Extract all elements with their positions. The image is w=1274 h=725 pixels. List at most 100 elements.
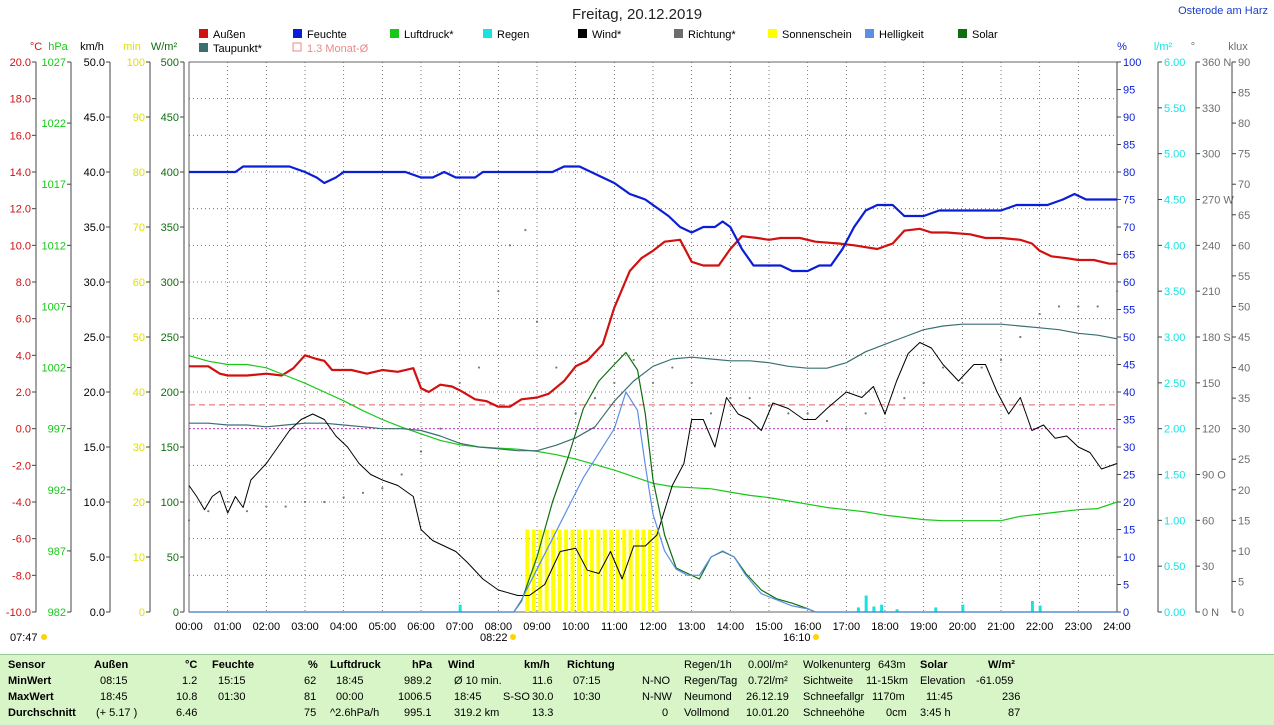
stats-luftdruck-avg: 995.1 xyxy=(404,707,432,719)
humidity-axis-unit: % xyxy=(1117,41,1127,53)
direction-dot xyxy=(613,381,616,384)
rain-bar xyxy=(1038,605,1042,612)
stats-sicht-label: Sichtweite xyxy=(803,675,854,687)
solar-tick-label: 250 xyxy=(161,332,179,344)
legend-swatch xyxy=(958,29,967,38)
sun-tick-label: 80 xyxy=(133,167,145,179)
sun-axis-unit: min xyxy=(123,41,141,53)
x-tick-label: 11:00 xyxy=(601,621,628,633)
solar-tick-label: 150 xyxy=(161,442,179,454)
x-tick-label: 09:00 xyxy=(523,621,551,633)
wind-tick-label: 35.0 xyxy=(84,222,105,234)
humidity-tick-label: 0 xyxy=(1123,607,1129,619)
direction-dot xyxy=(1057,305,1061,308)
direction-dot xyxy=(961,381,964,384)
stats-feuchte-min: 62 xyxy=(304,675,317,687)
dir-tick-label: 180 S xyxy=(1202,332,1231,344)
legend-label: Luftdruck* xyxy=(404,29,454,41)
sun-tick-label: 20 xyxy=(133,497,145,509)
stats-feuchte-max: 81 xyxy=(304,691,317,703)
stats-aussen-avg: 6.46 xyxy=(176,707,198,719)
temp-tick-label: 18.0 xyxy=(10,94,31,106)
sunshine-bar xyxy=(551,529,556,612)
lux-tick-label: 80 xyxy=(1238,118,1250,130)
sun-tick-label: 30 xyxy=(133,442,145,454)
x-tick-label: 02:00 xyxy=(253,621,281,633)
stats-regen-1h-label: Regen/1h xyxy=(684,659,732,671)
temp-tick-label: 6.0 xyxy=(16,314,31,326)
legend-label: Helligkeit xyxy=(879,29,924,41)
stats-solar-duration: 3:45 h xyxy=(920,707,951,719)
wind-tick-label: 20.0 xyxy=(84,387,105,399)
lux-tick-label: 25 xyxy=(1238,454,1250,466)
dir-tick-label: 90 O xyxy=(1202,470,1226,482)
sunshine-bar xyxy=(570,529,575,612)
lux-tick-label: 75 xyxy=(1238,149,1250,161)
rain-tick-label: 2.50 xyxy=(1164,378,1185,390)
x-tick-label: 06:00 xyxy=(407,621,435,633)
temp-axis-unit: °C xyxy=(30,41,42,53)
stats-schneefall-label: Schneefallgr xyxy=(803,691,865,703)
x-tick-label: 10:00 xyxy=(562,621,590,633)
sunrise-marker xyxy=(510,634,516,640)
rain-bar xyxy=(961,604,965,612)
humidity-tick-label: 95 xyxy=(1123,85,1135,97)
legend-swatch xyxy=(390,29,399,38)
temp-tick-label: 10.0 xyxy=(10,240,31,252)
series-außen-line xyxy=(189,227,1117,408)
temp-tick-label: 8.0 xyxy=(16,277,31,289)
wind-tick-label: 5.0 xyxy=(90,552,105,564)
stats-richtung-val3: 0 xyxy=(662,707,669,719)
rain-bar xyxy=(880,604,884,612)
direction-dot xyxy=(497,290,500,293)
station-name[interactable]: Osterode am Harz xyxy=(1178,5,1268,17)
dir-tick-label: 150 xyxy=(1202,378,1220,390)
rain-tick-label: 5.50 xyxy=(1164,103,1185,115)
humidity-tick-label: 40 xyxy=(1123,387,1135,399)
rain-tick-label: 4.00 xyxy=(1164,240,1185,252)
lux-tick-label: 85 xyxy=(1238,88,1250,100)
direction-dot xyxy=(284,505,287,508)
humidity-tick-label: 20 xyxy=(1123,497,1135,509)
sun-tick-label: 0 xyxy=(139,607,145,619)
temp-tick-label: -2.0 xyxy=(12,460,31,472)
temp-tick-label: 4.0 xyxy=(16,350,31,362)
stats-wind-avg: 13.3 xyxy=(532,707,554,719)
direction-dot xyxy=(1019,335,1022,339)
stats-aussen-header: Außen xyxy=(94,659,129,671)
direction-dot xyxy=(419,450,423,453)
rain-bar xyxy=(895,609,899,612)
legend-label: Sonnenschein xyxy=(782,29,852,41)
stats-wind-max-time: 18:45 xyxy=(454,691,482,703)
lux-tick-label: 20 xyxy=(1238,485,1250,497)
temp-tick-label: 16.0 xyxy=(10,130,31,142)
x-tick-label: 15:00 xyxy=(755,621,783,633)
sun-tick-label: 90 xyxy=(133,112,145,124)
stats-aussen-max: 10.8 xyxy=(176,691,198,703)
direction-dot xyxy=(477,366,481,369)
direction-dot xyxy=(864,412,867,415)
rain-tick-label: 0.00 xyxy=(1164,607,1185,619)
lux-tick-label: 55 xyxy=(1238,271,1250,283)
direction-dot xyxy=(632,358,635,362)
humidity-tick-label: 30 xyxy=(1123,442,1135,454)
direction-dot xyxy=(439,427,442,430)
direction-dot xyxy=(535,320,539,323)
dawn-marker xyxy=(41,634,47,640)
stats-luftdruck-min: 989.2 xyxy=(404,675,432,687)
x-tick-label: 14:00 xyxy=(717,621,745,633)
legend-label: Richtung* xyxy=(688,29,736,41)
wind-tick-label: 25.0 xyxy=(84,332,105,344)
humidity-tick-label: 55 xyxy=(1123,305,1135,317)
direction-dot xyxy=(806,412,809,415)
sun-tick-label: 60 xyxy=(133,277,145,289)
sunset-time: 16:10 xyxy=(783,632,811,644)
stats-luftdruck-max: 1006.5 xyxy=(398,691,432,703)
weather-chart: 00:00 01:00 02:00 03:00 04:00 05:00 06:00 07:00… xyxy=(6,29,1250,644)
rain-tick-label: 3.50 xyxy=(1164,286,1185,298)
stats-luftdruck-trend: ^2.6hPa/h xyxy=(330,707,380,719)
direction-dot xyxy=(207,510,210,513)
legend-label: Solar xyxy=(972,29,998,41)
stats-schneehoehe: 0cm xyxy=(886,707,907,719)
rain-bar xyxy=(856,607,860,612)
